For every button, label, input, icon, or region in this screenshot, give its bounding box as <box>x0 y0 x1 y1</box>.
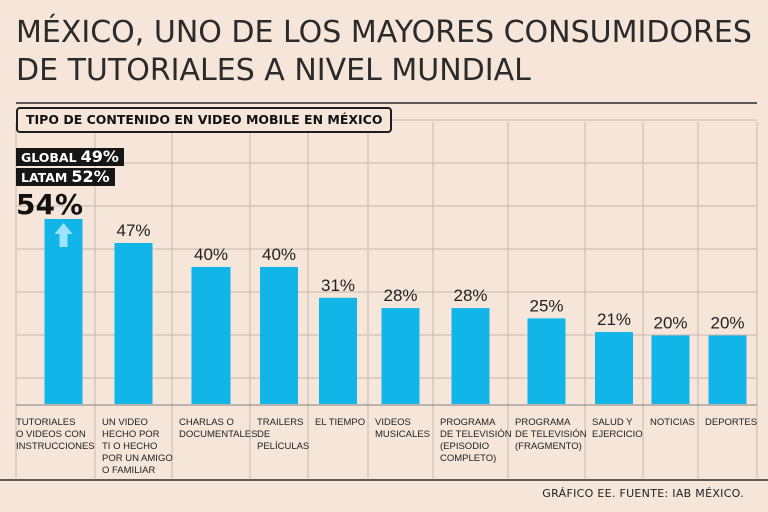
category-label-7-line-4: COMPLETO) <box>440 453 496 464</box>
latam-benchmark-badge: LATAM 52% <box>16 168 115 186</box>
value-label-9: 21% <box>597 310 631 329</box>
category-label-10-line-1: NOTICIAS <box>650 417 695 428</box>
value-label-4: 40% <box>262 245 296 264</box>
category-label-3-line-2: DOCUMENTALES <box>179 429 257 440</box>
bar-2 <box>114 242 153 404</box>
latam-benchmark-label: LATAM <box>21 170 68 185</box>
bar-4 <box>260 266 298 404</box>
category-label-3-line-1: CHARLAS O <box>179 417 234 428</box>
global-benchmark-value: 49% <box>80 147 119 166</box>
bar-10 <box>651 335 690 404</box>
category-label-7-line-3: (EPISODIO <box>440 441 489 452</box>
bar-8 <box>527 318 566 404</box>
source-note: GRÁFICO EE. FUENTE: IAB MÉXICO. <box>542 487 744 500</box>
value-label-7: 28% <box>453 286 487 305</box>
bar-1 <box>44 218 83 404</box>
category-label-7-line-2: DE TELEVISIÓN <box>440 429 512 440</box>
category-label-6-line-2: MUSICALES <box>375 429 430 440</box>
category-label-2-line-3: TI O HECHO <box>102 441 157 452</box>
latam-benchmark-value: 52% <box>71 167 110 186</box>
category-label-6-line-1: VIDEOS <box>375 417 411 428</box>
bar-9 <box>595 332 633 404</box>
value-label-6: 28% <box>383 286 417 305</box>
global-benchmark-label: GLOBAL <box>21 150 77 165</box>
bar-7 <box>451 308 490 404</box>
value-label-11: 20% <box>710 313 744 332</box>
bar-11 <box>708 335 747 404</box>
category-label-2-line-5: O FAMILIAR <box>102 465 155 476</box>
category-label-4-line-1: TRAILERS <box>257 417 303 428</box>
highlight-up-arrow-icon <box>54 222 73 247</box>
bar-6 <box>381 308 420 404</box>
chart-subtitle: TIPO DE CONTENIDO EN VIDEO MOBILE EN MÉX… <box>16 107 393 133</box>
value-label-3: 40% <box>194 245 228 264</box>
category-label-1-line-2: O VIDEOS CON <box>16 429 86 440</box>
category-label-9-line-2: EJERCICIO <box>592 429 643 440</box>
category-label-8-line-2: DE TELEVISIÓN <box>515 429 587 440</box>
category-label-2-line-1: UN VIDEO <box>102 417 148 428</box>
category-label-8-line-1: PROGRAMA <box>515 417 571 428</box>
category-label-7-line-1: PROGRAMA <box>440 417 496 428</box>
global-benchmark-badge: GLOBAL 49% <box>16 148 124 166</box>
value-label-1: 54% <box>16 188 83 221</box>
value-label-2: 47% <box>116 221 150 240</box>
category-label-5-line-1: EL TIEMPO <box>315 417 365 428</box>
category-label-9-line-1: SALUD Y <box>592 417 633 428</box>
bar-3 <box>191 266 231 404</box>
category-label-2-line-2: HECHO POR <box>102 429 160 440</box>
bar-5 <box>319 297 357 404</box>
value-label-5: 31% <box>321 276 355 295</box>
category-label-4-line-2: DE <box>257 429 270 440</box>
chart-title-line-1: MÉXICO, UNO DE LOS MAYORES CONSUMIDORES <box>16 15 752 50</box>
category-label-4-line-3: PELÍCULAS <box>257 441 309 452</box>
category-label-8-line-3: (FRAGMENTO) <box>515 441 582 452</box>
chart-title-line-2: DE TUTORIALES A NIVEL MUNDIAL <box>16 53 531 88</box>
value-label-8: 25% <box>529 296 563 315</box>
category-label-11-line-1: DEPORTES <box>705 417 757 428</box>
category-label-1-line-1: TUTORIALES <box>16 417 75 428</box>
value-label-10: 20% <box>653 313 687 332</box>
chart-title: MÉXICO, UNO DE LOS MAYORES CONSUMIDORES … <box>16 14 756 90</box>
category-label-2-line-4: POR UN AMIGO <box>102 453 173 464</box>
category-label-1-line-3: INSTRUCCIONES <box>16 441 95 452</box>
